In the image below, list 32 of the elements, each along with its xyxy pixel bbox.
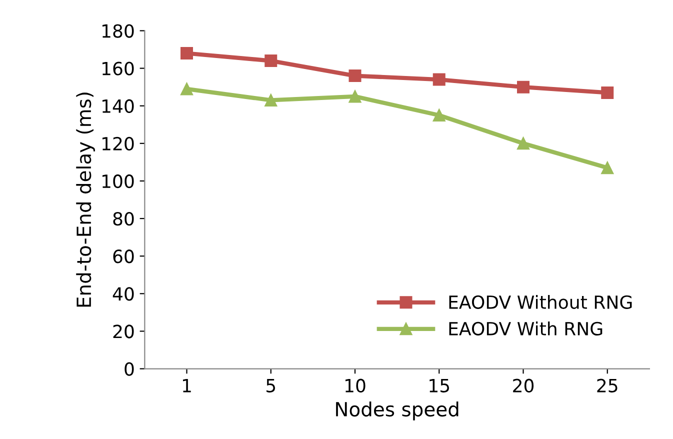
point: [180, 47, 194, 60]
y-tick-label: 40: [112, 287, 134, 301]
point: [432, 108, 446, 122]
y-tick-label: 120: [102, 136, 134, 151]
point: [180, 82, 194, 96]
point: [517, 137, 530, 150]
y-tick-label: 0: [124, 362, 134, 376]
point: [517, 80, 530, 94]
point: [348, 70, 362, 82]
y-tick-label: 100: [102, 174, 134, 188]
y-tick-label: 140: [102, 99, 134, 113]
point: [348, 90, 362, 103]
y-tick-label: 60: [113, 250, 134, 264]
x-tick-label: 25: [597, 378, 618, 392]
point: [264, 54, 278, 68]
x-tick-label: 20: [513, 378, 534, 392]
y-axis-title: End-to-End delay (ms): [76, 92, 95, 307]
y-tick-label: 180: [102, 24, 134, 38]
point: [601, 86, 614, 99]
x-tick-label: 5: [266, 379, 276, 392]
point: [432, 73, 446, 86]
legend-label: EAODV Without RNG: [449, 295, 632, 309]
x-tick-label: 10: [346, 378, 366, 392]
x-tick-label: 15: [430, 379, 450, 392]
y-tick-label: 20: [113, 324, 134, 338]
y-tick-label: 80: [113, 212, 134, 226]
point: [264, 94, 278, 106]
legend-label: EAODV With RNG: [449, 322, 602, 336]
point: [601, 162, 614, 174]
y-tick-label: 160: [102, 62, 134, 76]
x-axis-title: Nodes speed: [336, 402, 458, 420]
x-tick-label: 1: [182, 379, 191, 392]
